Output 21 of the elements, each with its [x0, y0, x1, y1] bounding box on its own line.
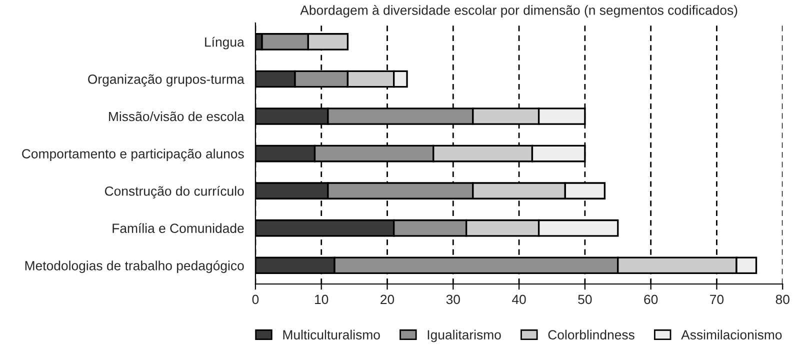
- chart-title: Abordagem à diversidade escolar por dimensão (n segmentos codificados): [300, 5, 738, 18]
- y-tick-label: Metodologias de trabalho pedagógico: [25, 260, 244, 273]
- legend-label: Multiculturalismo: [283, 330, 380, 340]
- x-tick-label: 50: [578, 294, 592, 304]
- legend-label: Igualitarismo: [428, 330, 501, 342]
- x-tick-label: 20: [380, 294, 394, 304]
- x-tick-label: 70: [710, 294, 724, 304]
- y-tick-label: Construção do currículo: [104, 186, 244, 198]
- x-tick-label: 60: [644, 294, 658, 304]
- y-tick-label: Família e Comunidade: [112, 223, 244, 233]
- y-tick-label: Comportamento e participação alunos: [22, 148, 244, 162]
- x-tick-label: 0: [252, 294, 259, 304]
- x-tick-label: 10: [315, 294, 328, 304]
- legend-label: Colorblindness: [548, 330, 634, 340]
- y-tick-label: Organização grupos-turma: [88, 74, 244, 87]
- legend-label: Assimilacionismo: [681, 330, 782, 340]
- y-tick-label: Missão/visão de escola: [109, 111, 244, 122]
- x-tick-label: 40: [512, 294, 526, 304]
- y-tick-label: Língua: [205, 36, 244, 50]
- x-tick-label: 80: [776, 294, 790, 304]
- x-tick-label: 30: [446, 294, 460, 304]
